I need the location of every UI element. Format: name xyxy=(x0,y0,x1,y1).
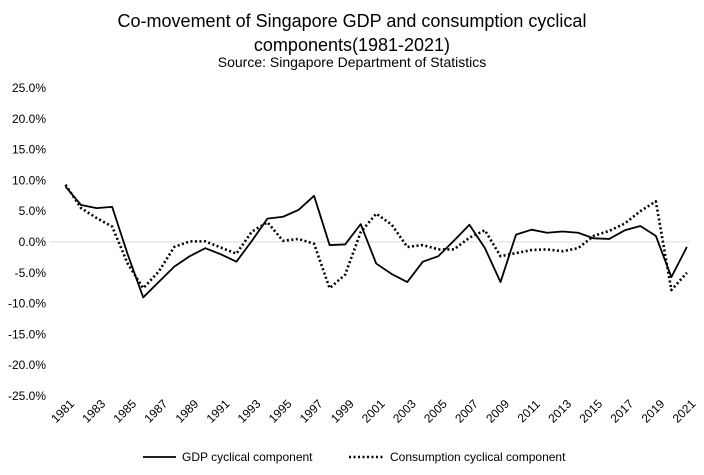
y-tick-label: -15.0% xyxy=(8,327,46,341)
consumption-cyclical-line xyxy=(64,183,688,292)
y-tick-label: -5.0% xyxy=(15,266,47,280)
y-tick-label: -25.0% xyxy=(8,389,46,403)
x-axis: 1981 1983 1985 1987 1989 1991 1993 1995 1997 1999… xyxy=(48,241,699,426)
legend: GDP cyclical component Consumption cycli… xyxy=(143,450,566,464)
chart-subtitle: Source: Singapore Department of Statisti… xyxy=(218,54,486,70)
y-tick-label: 0.0% xyxy=(19,235,47,249)
x-tick-label: 1993 xyxy=(235,397,264,426)
legend-label-gdp: GDP cyclical component xyxy=(182,450,313,464)
x-tick-label: 1999 xyxy=(328,397,357,426)
x-tick-label: 2021 xyxy=(670,397,699,426)
x-tick-label: 2009 xyxy=(483,397,512,426)
y-tick-label: 10.0% xyxy=(12,173,46,187)
x-tick-label: 1997 xyxy=(297,397,326,426)
y-tick-label: 20.0% xyxy=(12,112,46,126)
x-tick-label: 2013 xyxy=(545,397,574,426)
x-tick-label: 2017 xyxy=(608,397,637,426)
x-tick-label: 1989 xyxy=(173,397,202,426)
y-tick-label: 15.0% xyxy=(12,143,46,157)
x-tick-label: 2007 xyxy=(452,397,481,426)
y-tick-label: 25.0% xyxy=(12,81,46,95)
gdp-cyclical-line xyxy=(64,185,688,299)
chart-title-line-2: components(1981-2021) xyxy=(254,35,450,55)
x-tick-label: 1983 xyxy=(79,397,108,426)
legend-label-consumption: Consumption cyclical component xyxy=(390,450,566,464)
x-tick-label: 2003 xyxy=(390,397,419,426)
x-tick-label: 2011 xyxy=(515,397,543,425)
x-tick-label: 1991 xyxy=(204,397,233,426)
series-lines xyxy=(64,183,688,299)
y-axis-tick-labels: 25.0% 20.0% 15.0% 10.0% 5.0% 0.0% -5.0% -10.0% -… xyxy=(8,81,46,403)
chart-title-line-1: Co-movement of Singapore GDP and consump… xyxy=(118,11,587,31)
x-tick-label: 1985 xyxy=(110,397,139,426)
y-tick-label: 5.0% xyxy=(19,204,47,218)
x-tick-label: 2019 xyxy=(639,397,668,426)
x-tick-label: 1995 xyxy=(266,397,295,426)
x-tick-label: 2001 xyxy=(359,397,388,426)
y-tick-label: -20.0% xyxy=(8,358,46,372)
x-tick-label: 2015 xyxy=(576,397,605,426)
x-tick-label: 1987 xyxy=(142,397,171,426)
x-tick-label: 1981 xyxy=(48,397,77,426)
y-tick-label: -10.0% xyxy=(8,297,46,311)
x-tick-label: 2005 xyxy=(421,397,450,426)
